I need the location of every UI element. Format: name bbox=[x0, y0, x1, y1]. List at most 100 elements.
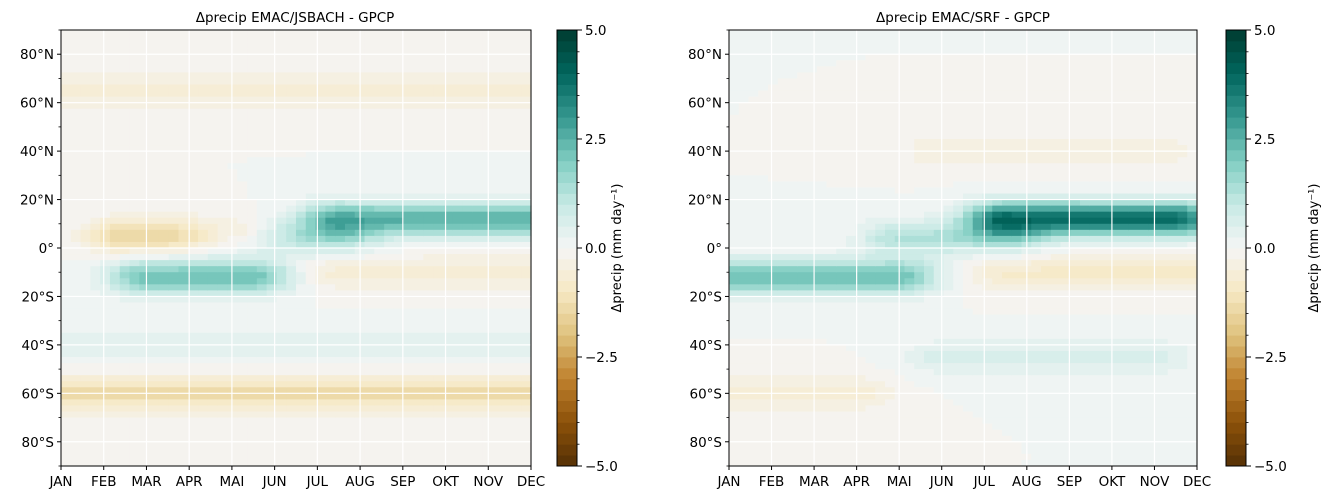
heatmap-cell bbox=[384, 109, 394, 116]
heatmap-cell bbox=[227, 91, 237, 98]
heatmap-cell bbox=[188, 224, 198, 231]
heatmap-cell bbox=[827, 442, 837, 449]
heatmap-cell bbox=[286, 151, 296, 158]
heatmap-cell bbox=[905, 157, 915, 164]
heatmap-cell bbox=[335, 357, 345, 364]
heatmap-cell bbox=[306, 78, 316, 85]
heatmap-cell bbox=[453, 212, 463, 219]
heatmap-cell bbox=[81, 236, 91, 243]
heatmap-cell bbox=[511, 103, 521, 110]
heatmap-cell bbox=[768, 321, 778, 328]
heatmap-cell bbox=[817, 236, 827, 243]
heatmap-cell bbox=[817, 127, 827, 134]
heatmap-cell bbox=[778, 60, 788, 67]
heatmap-cell bbox=[257, 309, 267, 316]
heatmap-cell bbox=[100, 375, 110, 382]
heatmap-cell bbox=[404, 333, 414, 340]
heatmap-cell bbox=[306, 187, 316, 194]
heatmap-cell bbox=[502, 163, 512, 170]
heatmap-cell bbox=[739, 254, 749, 261]
heatmap-cell bbox=[81, 181, 91, 188]
heatmap-cell bbox=[778, 321, 788, 328]
heatmap-cell bbox=[443, 103, 453, 110]
heatmap-cell bbox=[286, 345, 296, 352]
heatmap-cell bbox=[885, 424, 895, 431]
heatmap-cell bbox=[130, 78, 140, 85]
heatmap-cell bbox=[482, 393, 492, 400]
heatmap-cell bbox=[325, 266, 335, 273]
heatmap-cell bbox=[453, 448, 463, 455]
heatmap-cell bbox=[335, 315, 345, 322]
heatmap-cell bbox=[788, 284, 798, 291]
heatmap-cell bbox=[120, 36, 130, 43]
heatmap-cell bbox=[374, 266, 384, 273]
heatmap-cell bbox=[120, 375, 130, 382]
heatmap-cell bbox=[61, 91, 71, 98]
heatmap-cell bbox=[797, 42, 807, 49]
heatmap-cell bbox=[836, 448, 846, 455]
heatmap-cell bbox=[257, 163, 267, 170]
heatmap-cell bbox=[179, 109, 189, 116]
heatmap-cell bbox=[169, 127, 179, 134]
heatmap-cell bbox=[462, 36, 472, 43]
heatmap-cell bbox=[875, 254, 885, 261]
heatmap-cell bbox=[404, 327, 414, 334]
heatmap-cell bbox=[836, 369, 846, 376]
heatmap-cell bbox=[749, 315, 759, 322]
heatmap-cell bbox=[846, 327, 856, 334]
heatmap-cell bbox=[817, 412, 827, 419]
heatmap-cell bbox=[149, 115, 159, 122]
heatmap-cell bbox=[817, 103, 827, 110]
heatmap-cell bbox=[130, 109, 140, 116]
heatmap-cell bbox=[511, 30, 521, 37]
heatmap-cell bbox=[227, 54, 237, 61]
heatmap-cell bbox=[404, 121, 414, 128]
heatmap-cell bbox=[247, 72, 257, 79]
heatmap-cell bbox=[433, 424, 443, 431]
heatmap-cell bbox=[325, 430, 335, 437]
heatmap-cell bbox=[306, 181, 316, 188]
heatmap-cell bbox=[462, 393, 472, 400]
heatmap-cell bbox=[384, 405, 394, 412]
heatmap-cell bbox=[159, 66, 169, 73]
heatmap-cell bbox=[836, 266, 846, 273]
heatmap-cell bbox=[817, 381, 827, 388]
heatmap-cell bbox=[169, 327, 179, 334]
heatmap-cell bbox=[797, 60, 807, 67]
heatmap-cell bbox=[227, 424, 237, 431]
heatmap-cell bbox=[139, 418, 149, 425]
heatmap-cell bbox=[866, 133, 876, 140]
heatmap-cell bbox=[237, 91, 247, 98]
heatmap-cell bbox=[81, 91, 91, 98]
heatmap-cell bbox=[462, 296, 472, 303]
heatmap-cell bbox=[345, 139, 355, 146]
heatmap-cell bbox=[729, 127, 739, 134]
heatmap-cell bbox=[423, 454, 433, 461]
heatmap-cell bbox=[778, 127, 788, 134]
heatmap-cell bbox=[758, 66, 768, 73]
heatmap-cell bbox=[208, 230, 218, 237]
heatmap-cell bbox=[846, 187, 856, 194]
heatmap-cell bbox=[218, 381, 228, 388]
heatmap-cell bbox=[179, 399, 189, 406]
heatmap-cell bbox=[325, 115, 335, 122]
heatmap-cell bbox=[365, 303, 375, 310]
heatmap-cell bbox=[453, 327, 463, 334]
heatmap-cell bbox=[286, 127, 296, 134]
heatmap-cell bbox=[257, 60, 267, 67]
heatmap-cell bbox=[423, 115, 433, 122]
heatmap-cell bbox=[905, 412, 915, 419]
heatmap-cell bbox=[521, 169, 531, 176]
heatmap-cell bbox=[257, 430, 267, 437]
heatmap-cell bbox=[208, 60, 218, 67]
heatmap-cell bbox=[875, 357, 885, 364]
heatmap-cell bbox=[846, 369, 856, 376]
heatmap-cell bbox=[159, 303, 169, 310]
heatmap-cell bbox=[120, 163, 130, 170]
heatmap-cell bbox=[130, 66, 140, 73]
heatmap-cell bbox=[521, 151, 531, 158]
heatmap-cell bbox=[453, 399, 463, 406]
heatmap-cell bbox=[227, 412, 237, 419]
heatmap-cell bbox=[462, 103, 472, 110]
heatmap-cell bbox=[237, 442, 247, 449]
